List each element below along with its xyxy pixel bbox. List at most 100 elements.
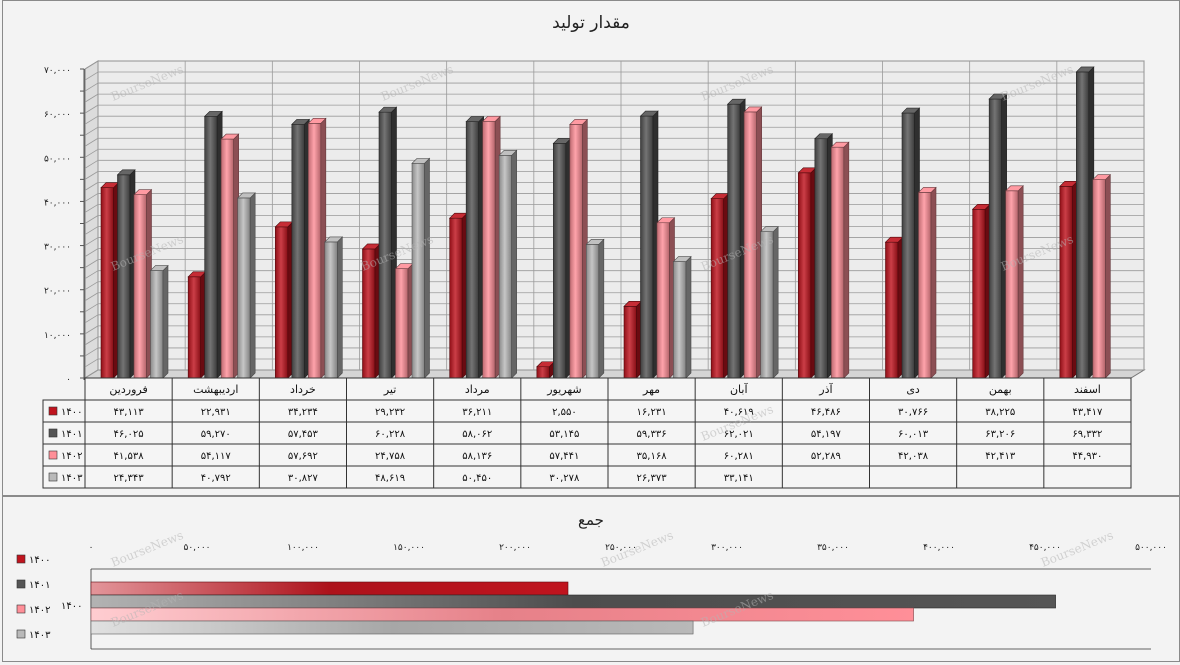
bar-۱۴۰۰-اسفند xyxy=(1059,180,1079,379)
table-cell: ۳۶,۲۱۱ xyxy=(462,407,492,418)
total-bar-۱۴۰۳ xyxy=(90,620,694,635)
bar-۱۴۰۲-اردیبهشت xyxy=(220,133,240,379)
y-tick-label: ۰ xyxy=(66,375,71,385)
gridline-side xyxy=(84,292,99,302)
table-cell: ۶۲,۰۲۱ xyxy=(724,429,754,440)
production-chart-panel: مقدار تولید ۰ ۱۰,۰۰۰ ۲۰,۰۰۰ ۳۰,۰۰۰ ۴۰,۰۰۰ ۵۰,… xyxy=(2,0,1180,496)
bar-۱۴۰۲-مهر xyxy=(656,217,676,379)
table-cell: ۵۲,۲۸۹ xyxy=(811,451,841,462)
bar-۱۴۰۰-آذر xyxy=(797,167,817,379)
table-cell: ۴۶,۰۲۵ xyxy=(114,429,144,440)
legend-label: ۱۴۰۳ xyxy=(61,473,83,484)
gridline-side xyxy=(84,237,99,246)
gridline-side xyxy=(84,336,99,346)
total-legend-swatch xyxy=(16,604,26,614)
table-cell: ۵۸,۰۶۲ xyxy=(462,429,492,440)
bar-۱۴۰۱-بهمن xyxy=(988,93,1008,379)
table-cell: ۳۰,۸۲۷ xyxy=(288,473,319,484)
gridline-side xyxy=(84,204,99,213)
total-legend-label: ۱۴۰۰ xyxy=(29,555,50,566)
total-category-label: ۱۴۰۰ xyxy=(61,601,82,612)
legend-swatch xyxy=(48,428,58,438)
legend-label: ۱۴۰۱ xyxy=(61,429,82,440)
bar-۱۴۰۲-آبان xyxy=(743,106,763,379)
gridline-side xyxy=(84,369,99,379)
bar-۱۴۰۲-اسفند xyxy=(1092,173,1112,379)
table-cell: ۳۸,۲۲۵ xyxy=(985,407,1015,418)
y-tick-label: ۷۰,۰۰۰ xyxy=(44,66,71,76)
gridline-side xyxy=(84,171,99,180)
table-cell: ۵۳,۱۴۵ xyxy=(549,429,579,440)
watermark: BourseNews xyxy=(109,528,185,570)
table-cell: ۴۱,۵۳۸ xyxy=(114,451,145,462)
bar-۱۴۰۰-دی xyxy=(884,236,904,379)
gridline-side xyxy=(84,182,99,191)
total-x-tick-label: ۵۰۰,۰۰۰ xyxy=(1135,543,1167,553)
table-cell: ۲۴,۷۵۸ xyxy=(375,451,406,462)
category-label: اردیبهشت xyxy=(193,383,238,396)
bar-۱۴۰۱-شهریور xyxy=(552,137,572,379)
table-cell: ۵۴,۱۹۷ xyxy=(811,429,842,440)
table-cell: ۶۰,۰۱۳ xyxy=(898,429,929,440)
bar-۱۴۰۳-شهریور xyxy=(585,238,605,379)
bar-۱۴۰۲-فروردین xyxy=(133,188,153,379)
table-cell: ۵۰,۴۵۰ xyxy=(462,473,492,484)
bar-۱۴۰۲-شهریور xyxy=(569,118,589,379)
category-label: دی xyxy=(906,383,920,396)
y-tick-label: ۱۰,۰۰۰ xyxy=(44,331,71,341)
gridline-side xyxy=(84,82,99,92)
table-cell: ۴۲,۴۱۳ xyxy=(985,451,1016,462)
bar-۱۴۰۳-مرداد xyxy=(498,149,518,379)
table-cell: ۶۰,۲۲۸ xyxy=(375,429,406,440)
gridline-side xyxy=(84,215,99,224)
bar-۱۴۰۱-مرداد xyxy=(465,115,485,379)
category-label: آذر xyxy=(818,382,833,396)
bar-۱۴۰۳-مهر xyxy=(672,255,692,379)
table-cell: ۴۸,۶۱۹ xyxy=(375,473,405,484)
total-legend-swatch xyxy=(16,579,26,589)
y-tick-label: ۶۰,۰۰۰ xyxy=(44,110,71,120)
total-x-tick-label: ۲۵۰,۰۰۰ xyxy=(605,543,637,553)
table-cell: ۶۰,۲۸۱ xyxy=(724,451,754,462)
total-bar-۱۴۰۲ xyxy=(90,607,914,622)
gridline-side xyxy=(84,126,99,136)
bar-۱۴۰۱-مهر xyxy=(639,110,659,379)
gridline-side xyxy=(84,93,99,103)
legend-swatch xyxy=(48,472,58,482)
total-x-tick-label: ۵۰,۰۰۰ xyxy=(183,543,210,553)
category-label: فروردین xyxy=(109,383,147,396)
gridline-side xyxy=(84,259,99,268)
total-x-tick-label: ۳۵۰,۰۰۰ xyxy=(817,543,849,553)
table-cell: ۴۲,۰۳۸ xyxy=(898,451,929,462)
total-legend-swatch xyxy=(16,629,26,639)
gridline-side xyxy=(84,314,99,324)
total-chart: ۰ ۵۰,۰۰۰ ۱۰۰,۰۰۰ ۱۵۰,۰۰۰ ۲۰۰,۰۰۰ ۲۵۰,۰۰۰ ۳۰۰,۰… xyxy=(16,528,1167,650)
table-cell: ۲۲,۹۳۱ xyxy=(201,407,231,418)
table-cell: ۴۴,۹۳۰ xyxy=(1072,451,1102,462)
bar-۱۴۰۳-فروردین xyxy=(149,264,169,379)
bar-۱۴۰۱-اردیبهشت xyxy=(203,110,223,379)
table-cell: ۳۴,۲۳۴ xyxy=(288,407,318,418)
category-label: تیر xyxy=(383,383,396,396)
category-label: خرداد xyxy=(290,383,316,396)
total-x-tick-label: ۴۰۰,۰۰۰ xyxy=(923,543,955,553)
category-label: مرداد xyxy=(465,383,490,396)
bar-۱۴۰۳-آبان xyxy=(759,225,779,379)
total-x-tick-label: ۱۵۰,۰۰۰ xyxy=(393,543,425,553)
gridline-side xyxy=(84,347,99,357)
gridline-side xyxy=(84,159,99,169)
bar-۱۴۰۲-تیر xyxy=(394,262,414,379)
y-tick-label: ۵۰,۰۰۰ xyxy=(44,154,71,164)
bar-۱۴۰۲-مرداد xyxy=(481,115,501,379)
table-cell: ۲,۵۵۰ xyxy=(552,407,577,418)
table-cell: ۲۹,۲۳۲ xyxy=(375,407,405,418)
total-legend-label: ۱۴۰۱ xyxy=(29,580,50,591)
legend-swatch xyxy=(48,406,58,416)
bar-۱۴۰۰-آبان xyxy=(710,192,730,379)
table-cell: ۵۷,۴۵۳ xyxy=(288,429,319,440)
bar-۱۴۰۳-اردیبهشت xyxy=(236,192,256,379)
gridline-side xyxy=(84,358,99,368)
table-cell: ۲۶,۳۷۳ xyxy=(637,473,668,484)
total-chart-title: جمع xyxy=(578,511,604,529)
table-cell: ۵۹,۲۷۰ xyxy=(201,429,231,440)
